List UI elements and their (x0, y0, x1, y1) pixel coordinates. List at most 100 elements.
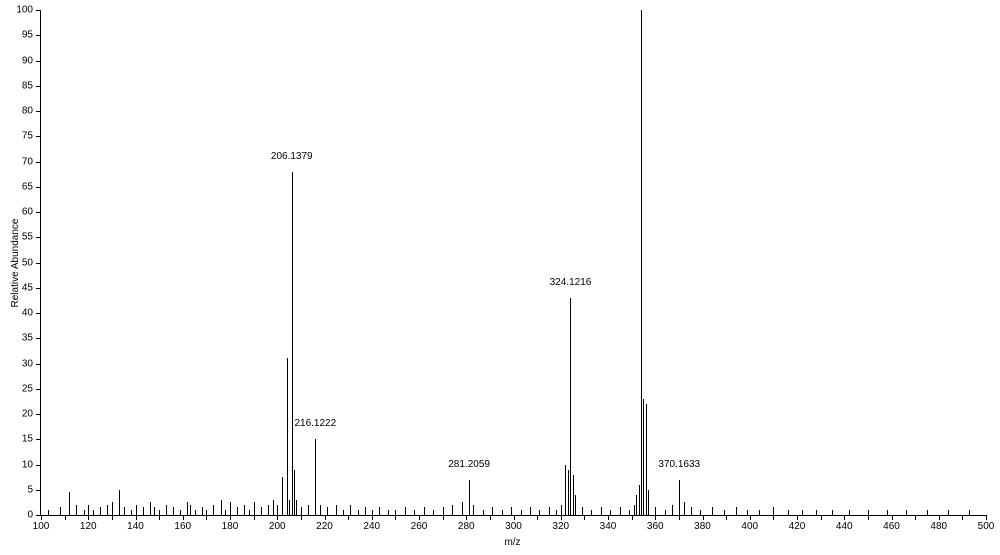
x-tick (254, 515, 255, 520)
spectrum-peak (655, 507, 656, 515)
spectrum-peak (350, 505, 351, 515)
spectrum-peak (443, 507, 444, 515)
spectrum-peak (277, 505, 278, 515)
spectrum-peak (289, 500, 290, 515)
y-tick-label: 55 (22, 232, 33, 243)
spectrum-peak (473, 505, 474, 515)
spectrum-peak (69, 492, 70, 515)
x-tick-label: 440 (836, 521, 853, 532)
spectrum-peak (225, 510, 226, 515)
x-tick-label: 340 (600, 521, 617, 532)
x-tick-label: 500 (978, 521, 995, 532)
spectrum-peak (244, 505, 245, 515)
spectrum-peak (646, 404, 647, 515)
y-tick-label: 80 (22, 106, 33, 117)
spectrum-peak (119, 490, 120, 515)
y-tick (36, 389, 41, 390)
x-tick-label: 120 (80, 521, 97, 532)
spectrum-peak (88, 505, 89, 515)
y-tick (36, 414, 41, 415)
x-tick-label: 280 (458, 521, 475, 532)
x-tick-label: 100 (33, 521, 50, 532)
spectrum-peak (906, 510, 907, 515)
y-tick (36, 162, 41, 163)
spectrum-peak (868, 510, 869, 515)
x-tick-label: 360 (647, 521, 664, 532)
x-tick (112, 515, 113, 520)
x-tick-label: 220 (316, 521, 333, 532)
x-tick (183, 515, 184, 520)
y-tick-label: 10 (22, 459, 33, 470)
spectrum-peak (296, 500, 297, 515)
y-tick-label: 100 (16, 5, 33, 16)
spectrum-peak (561, 505, 562, 515)
spectrum-peak (724, 510, 725, 515)
x-tick (915, 515, 916, 520)
x-tick-label: 140 (127, 521, 144, 532)
spectrum-peak (620, 507, 621, 515)
x-tick-label: 420 (789, 521, 806, 532)
spectrum-peak (643, 399, 644, 515)
spectrum-peak (887, 510, 888, 515)
x-tick (986, 515, 987, 520)
spectrum-peak (159, 510, 160, 515)
x-tick (821, 515, 822, 520)
spectrum-peak (287, 358, 288, 515)
spectrum-peak (639, 485, 640, 515)
x-tick (679, 515, 680, 520)
x-tick (325, 515, 326, 520)
spectrum-peak (150, 502, 151, 515)
x-tick (65, 515, 66, 520)
spectrum-peak (154, 507, 155, 515)
x-tick (206, 515, 207, 520)
x-tick-label: 200 (269, 521, 286, 532)
x-tick (348, 515, 349, 520)
y-tick (36, 136, 41, 137)
y-tick-label: 35 (22, 333, 33, 344)
spectrum-peak (684, 502, 685, 515)
y-tick (36, 263, 41, 264)
spectrum-peak (788, 510, 789, 515)
x-tick-label: 260 (411, 521, 428, 532)
spectrum-peak (249, 510, 250, 515)
y-tick-label: 15 (22, 434, 33, 445)
x-tick (372, 515, 373, 520)
spectrum-peak (372, 510, 373, 515)
y-tick-label: 95 (22, 30, 33, 41)
y-tick-label: 65 (22, 181, 33, 192)
spectrum-peak (190, 505, 191, 515)
x-tick (466, 515, 467, 520)
spectrum-peak (648, 490, 649, 515)
spectrum-peak (672, 505, 673, 515)
spectrum-peak (802, 510, 803, 515)
y-tick-label: 60 (22, 207, 33, 218)
spectrum-peak (93, 510, 94, 515)
y-tick (36, 86, 41, 87)
x-tick (726, 515, 727, 520)
spectrum-peak (712, 507, 713, 515)
x-tick (136, 515, 137, 520)
y-tick-label: 20 (22, 409, 33, 420)
y-tick-label: 30 (22, 358, 33, 369)
x-axis-label: m/z (504, 537, 520, 548)
y-tick-label: 45 (22, 282, 33, 293)
spectrum-peak (568, 470, 569, 515)
spectrum-peak (358, 510, 359, 515)
spectrum-peak (76, 505, 77, 515)
spectrum-peak (927, 510, 928, 515)
spectrum-peak (452, 505, 453, 515)
spectrum-peak (112, 502, 113, 515)
x-tick-label: 480 (930, 521, 947, 532)
spectrum-peak (100, 507, 101, 515)
x-tick (561, 515, 562, 520)
x-tick (301, 515, 302, 520)
y-tick (36, 237, 41, 238)
spectrum-peak (388, 510, 389, 515)
x-tick-label: 160 (174, 521, 191, 532)
spectrum-peak (832, 510, 833, 515)
spectrum-peak (433, 510, 434, 515)
spectrum-peak (365, 507, 366, 515)
spectrum-peak (575, 495, 576, 515)
spectrum-peak (327, 507, 328, 515)
x-tick (703, 515, 704, 520)
